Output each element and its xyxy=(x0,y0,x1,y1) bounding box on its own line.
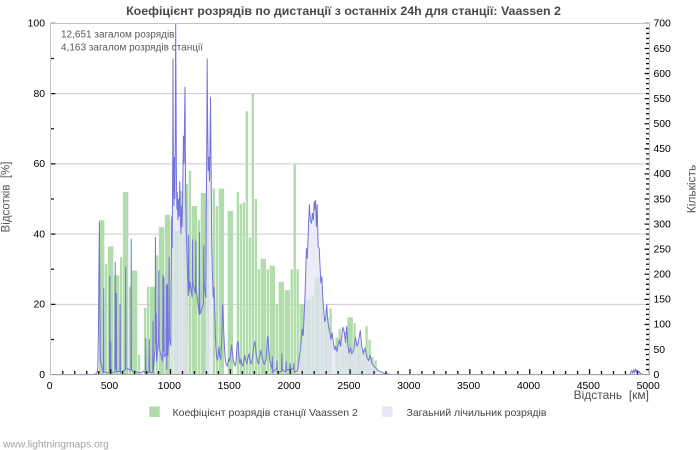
svg-text:5000: 5000 xyxy=(637,381,660,392)
svg-text:650: 650 xyxy=(654,44,672,55)
svg-text:Коефіцієнт розрядів по дистанц: Коефіцієнт розрядів по дистанції з остан… xyxy=(126,4,561,18)
svg-text:1500: 1500 xyxy=(218,381,241,392)
svg-text:450: 450 xyxy=(654,144,672,155)
svg-text:20: 20 xyxy=(33,300,45,311)
svg-text:0: 0 xyxy=(654,370,660,381)
svg-text:3500: 3500 xyxy=(457,381,480,392)
svg-text:150: 150 xyxy=(654,295,672,306)
svg-text:550: 550 xyxy=(654,94,672,105)
svg-text:400: 400 xyxy=(654,169,672,180)
svg-text:100: 100 xyxy=(654,320,672,331)
svg-text:www.lightningmaps.org: www.lightningmaps.org xyxy=(2,439,109,450)
svg-text:Загаьний лічильник розрядів: Загаьний лічильник розрядів xyxy=(407,407,547,419)
svg-text:300: 300 xyxy=(654,219,672,230)
svg-text:500: 500 xyxy=(101,381,119,392)
svg-text:50: 50 xyxy=(654,345,666,356)
svg-text:Кількість: Кількість xyxy=(685,165,699,214)
svg-text:350: 350 xyxy=(654,194,672,205)
svg-text:Коефіцієнт розрядів станції Va: Коефіцієнт розрядів станції Vaassen 2 xyxy=(173,407,358,419)
svg-text:80: 80 xyxy=(33,89,45,100)
svg-text:600: 600 xyxy=(654,69,672,80)
svg-text:250: 250 xyxy=(654,245,672,256)
svg-text:2500: 2500 xyxy=(337,381,360,392)
svg-text:1000: 1000 xyxy=(158,381,181,392)
svg-text:2000: 2000 xyxy=(277,381,300,392)
svg-text:Відсотків [%]: Відсотків [%] xyxy=(1,162,13,233)
svg-text:200: 200 xyxy=(654,270,672,281)
svg-text:12,651 загалом розрядів: 12,651 загалом розрядів xyxy=(61,30,175,41)
svg-text:60: 60 xyxy=(33,159,45,170)
svg-text:700: 700 xyxy=(654,19,672,30)
svg-text:100: 100 xyxy=(28,19,46,30)
svg-text:0: 0 xyxy=(39,370,45,381)
svg-text:4500: 4500 xyxy=(577,381,600,392)
svg-text:3000: 3000 xyxy=(397,381,420,392)
svg-text:4,163 загалом розрядів станції: 4,163 загалом розрядів станції xyxy=(61,43,203,54)
svg-text:Відстань [км]: Відстань [км] xyxy=(574,388,649,402)
svg-text:500: 500 xyxy=(654,119,672,130)
svg-text:40: 40 xyxy=(33,229,45,240)
svg-text:0: 0 xyxy=(47,381,53,392)
svg-text:4000: 4000 xyxy=(517,381,540,392)
